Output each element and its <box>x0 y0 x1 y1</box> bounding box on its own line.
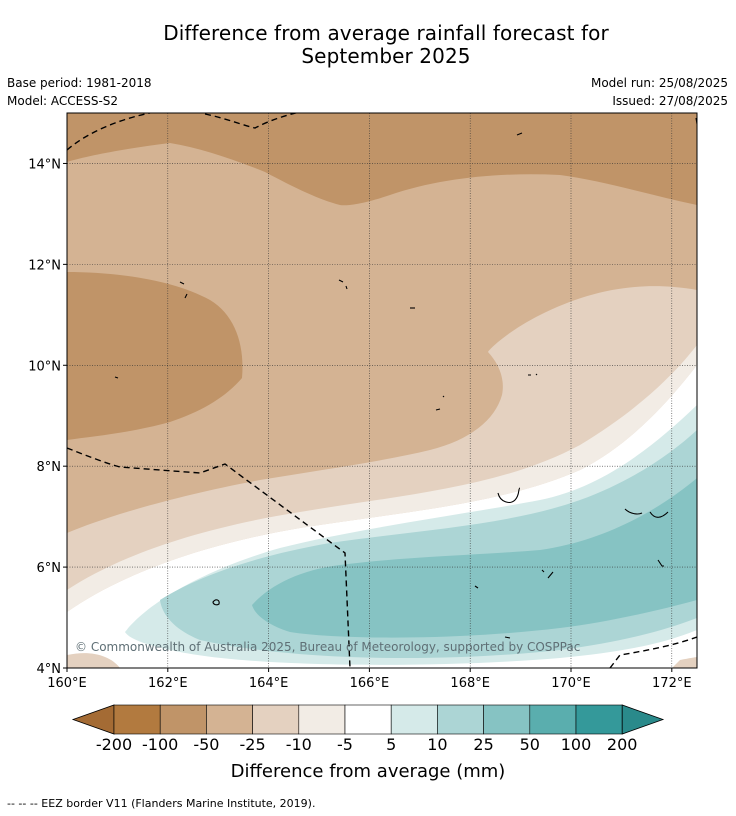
contour-band-se-corner <box>672 657 697 668</box>
lon-tick-label: 168°E <box>450 676 490 691</box>
colorbar-tick-label: 50 <box>519 735 540 754</box>
island <box>504 636 511 639</box>
longitude-ticks: 160°E 162°E 164°E 166°E 168°E 170°E 172°E <box>47 668 692 691</box>
island <box>497 487 521 503</box>
lon-tick-label: 166°E <box>350 676 390 691</box>
colorbar-swatch <box>483 704 531 735</box>
colorbar-tick-label: -200 <box>95 735 133 754</box>
colorbar-swatch <box>298 704 346 735</box>
colorbar-swatch <box>437 704 484 735</box>
colorbar-swatch <box>344 704 392 735</box>
lat-tick-label: 8°N <box>37 460 62 475</box>
colorbar-swatch <box>529 704 577 735</box>
issued-text: Issued: 27/08/2025 <box>612 94 728 108</box>
colorbar-title: Difference from average (mm) <box>230 761 506 782</box>
island <box>212 599 220 606</box>
contour-band-minus100-minus50-west <box>67 272 243 440</box>
island <box>179 281 188 299</box>
lon-tick-label: 160°E <box>47 676 87 691</box>
island <box>541 569 554 579</box>
lon-tick-label: 172°E <box>652 676 692 691</box>
map-frame <box>66 112 698 669</box>
title-line-1: Difference from average rainfall forecas… <box>163 21 609 45</box>
colorbar-tick-label: -10 <box>285 735 312 754</box>
colorbar-tick-label: -5 <box>337 735 353 754</box>
latitude-ticks: 14°N 12°N 10°N 8°N 6°N 4°N <box>28 157 67 677</box>
colorbar-swatch <box>113 704 161 735</box>
island <box>528 373 538 376</box>
model-run-text: Model run: 25/08/2025 <box>590 76 728 90</box>
contour-layers <box>67 113 697 668</box>
colorbar-extend-high <box>621 704 665 735</box>
colorbar-tick-label: -25 <box>239 735 266 754</box>
meta-left: Base period: 1981-2018 Model: ACCESS-S2 <box>7 74 152 110</box>
island <box>657 559 664 567</box>
contour-band-25-50 <box>252 478 697 638</box>
island <box>114 376 119 379</box>
colorbar-tick-label: -100 <box>142 735 179 754</box>
base-period-text: Base period: 1981-2018 <box>7 76 152 90</box>
lat-tick-label: 14°N <box>28 157 61 172</box>
colorbar-swatch <box>206 704 253 735</box>
lon-tick-label: 170°E <box>551 676 591 691</box>
colorbar-tick-label: -50 <box>193 735 220 754</box>
colorbar-tick-label: 5 <box>386 735 397 754</box>
lat-tick-label: 12°N <box>28 258 61 273</box>
model-text: Model: ACCESS-S2 <box>7 94 119 108</box>
colorbar-swatch <box>575 704 623 735</box>
island <box>435 395 445 411</box>
eez-border-central <box>67 447 351 668</box>
island <box>624 508 669 518</box>
colorbar-tick-label: 10 <box>427 735 448 754</box>
colorbar-tick-label: 200 <box>606 735 638 754</box>
islands <box>114 117 697 639</box>
colorbar-tick-label: 25 <box>473 735 494 754</box>
island <box>474 585 479 589</box>
chart-title: Difference from average rainfall forecas… <box>0 22 736 68</box>
contour-band-minus100-minus50-north <box>67 113 697 206</box>
colorbar <box>71 704 665 735</box>
colorbar-swatch <box>252 704 300 735</box>
eez-border-n <box>204 113 299 129</box>
copyright-text: © Commonwealth of Australia 2025, Bureau… <box>75 640 581 654</box>
eez-borders <box>67 113 697 668</box>
colorbar-extend-low <box>71 704 115 735</box>
lon-tick-label: 164°E <box>249 676 289 691</box>
meta-right: Model run: 25/08/2025 Issued: 27/08/2025 <box>591 74 728 110</box>
lat-tick-label: 6°N <box>37 561 62 576</box>
lat-tick-label: 10°N <box>28 359 61 374</box>
island <box>338 279 348 290</box>
eez-border-nw <box>67 113 151 151</box>
colorbar-swatch <box>390 704 438 735</box>
contour-band-sw-corner <box>67 653 120 668</box>
lat-tick-label: 4°N <box>37 662 62 677</box>
colorbar-swatch <box>159 704 207 735</box>
colorbar-tick-label: 100 <box>560 735 592 754</box>
eez-footnote: -- -- -- EEZ border V11 (Flanders Marine… <box>7 797 316 810</box>
lon-tick-label: 162°E <box>148 676 188 691</box>
island <box>516 132 523 136</box>
title-line-2: September 2025 <box>301 44 471 68</box>
contour-band-minus50-minus25 <box>67 113 697 533</box>
eez-border-se <box>609 636 697 668</box>
